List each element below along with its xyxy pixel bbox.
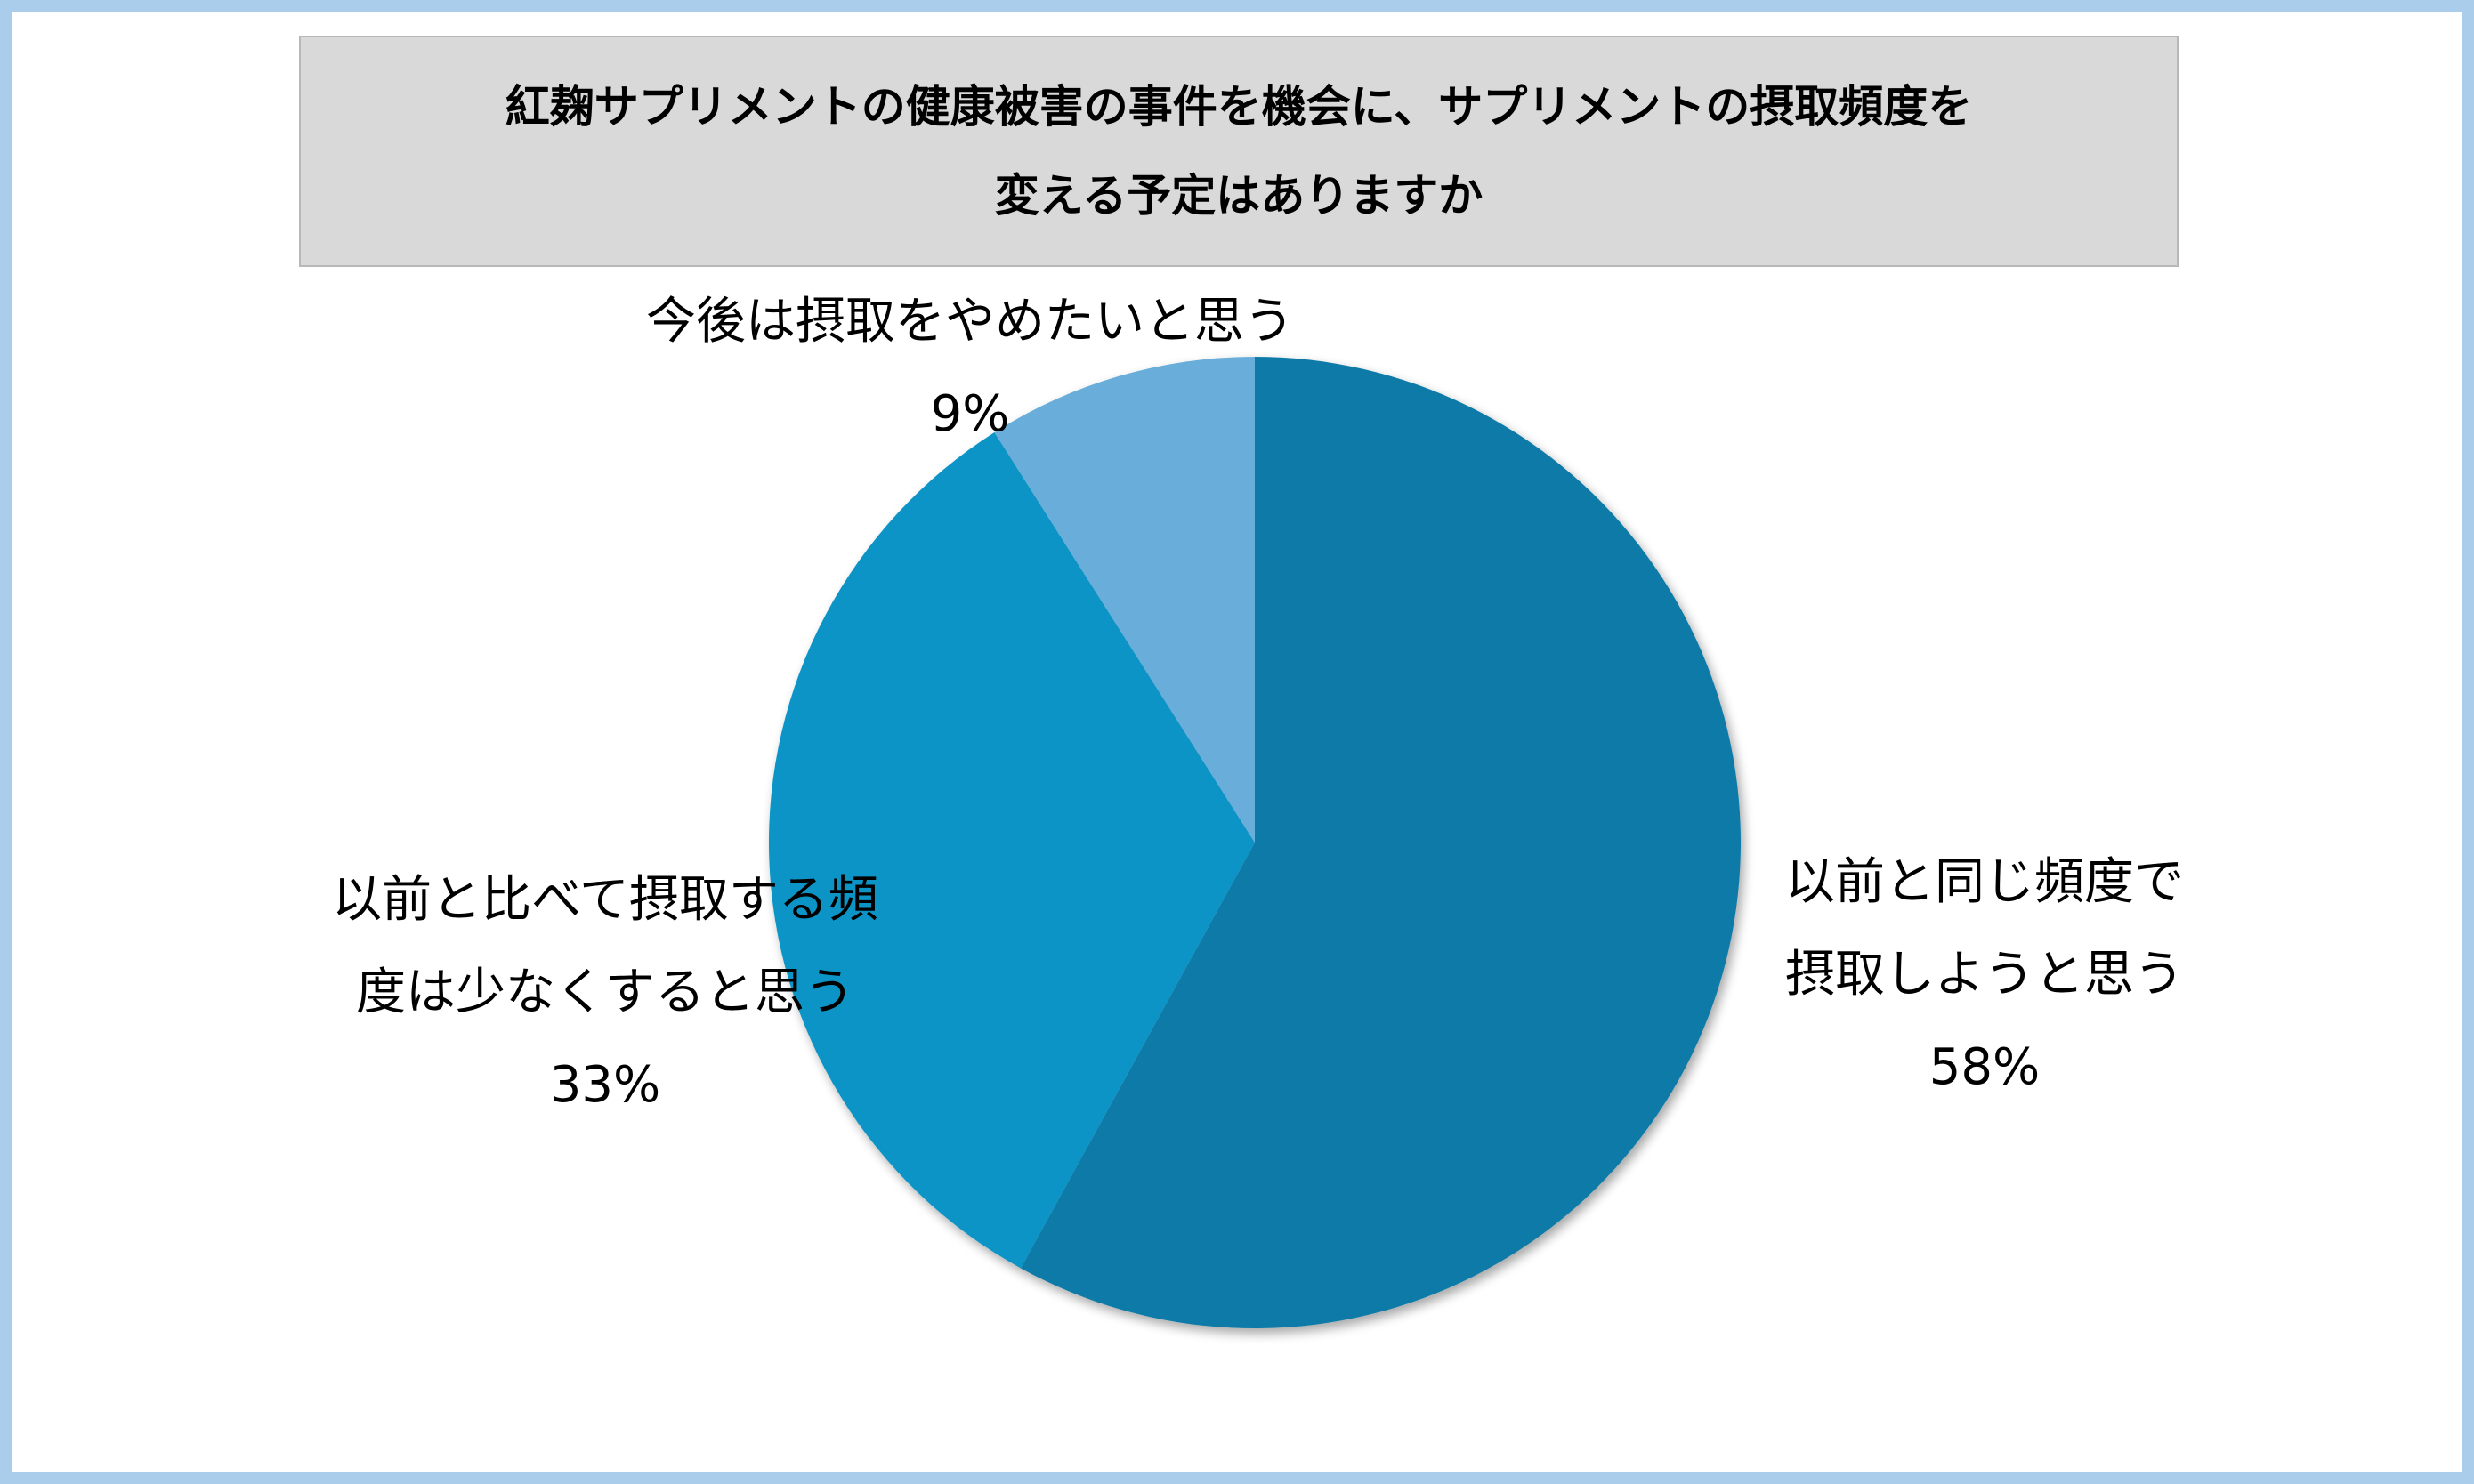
- slice-label-maintain-line-1: 以前と同じ頻度で: [1785, 853, 2184, 911]
- slice-value-reduce: 33%: [549, 1056, 661, 1114]
- slice-label-reduce: 以前と比べて摂取する頻 度は少なくすると思う 33%: [303, 854, 908, 1132]
- slice-value-maintain: 58%: [1928, 1038, 2041, 1096]
- slice-label-maintain-line-2: 摂取しようと思う: [1785, 946, 2184, 1004]
- chart-title-line-1: 紅麹サプリメントの健康被害の事件を機会に、サプリメントの摂取頻度を: [505, 81, 1973, 133]
- pie-slice-stop: [994, 357, 1255, 843]
- slice-label-reduce-line-2: 度は少なくすると思う: [356, 964, 854, 1021]
- chart-title-line-2: 変える予定はありますか: [994, 170, 1484, 222]
- slice-label-stop: 今後は摂取をやめたいと思う 9%: [641, 276, 1299, 461]
- slice-label-reduce-line-1: 以前と比べて摂取する頻: [332, 871, 878, 929]
- slice-label-maintain: 以前と同じ頻度で 摂取しようと思う 58%: [1762, 836, 2207, 1114]
- chart-title-box: 紅麹サプリメントの健康被害の事件を機会に、サプリメントの摂取頻度を 変える予定は…: [299, 36, 2179, 267]
- slice-value-stop: 9%: [930, 385, 1010, 443]
- pie-slice-reduce: [768, 431, 1255, 1269]
- pie-slice-maintain: [1020, 357, 1741, 1329]
- slice-label-stop-line-1: 今後は摂取をやめたいと思う: [646, 293, 1294, 351]
